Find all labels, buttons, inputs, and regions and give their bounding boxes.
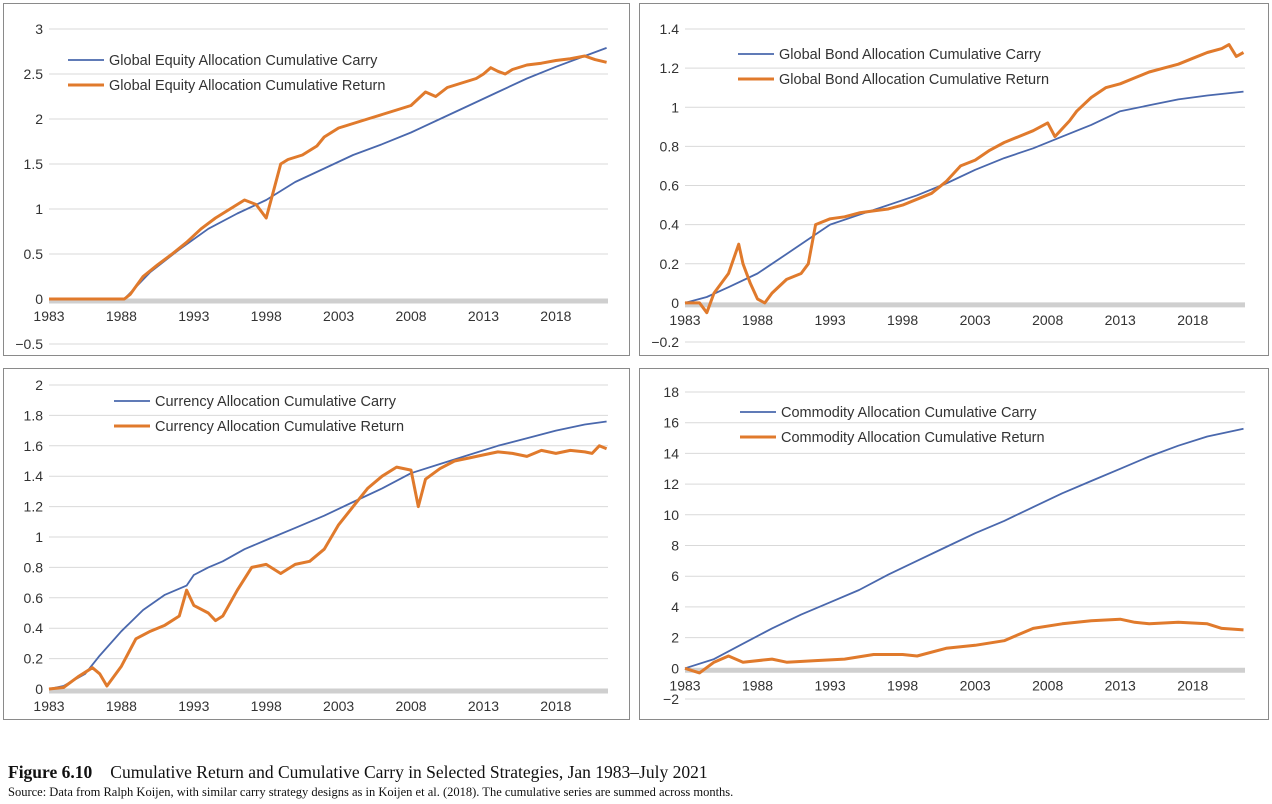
x-tick-label: 1988 (106, 308, 137, 324)
legend-label-carry: Currency Allocation Cumulative Carry (155, 394, 397, 410)
y-tick-label: 1 (671, 99, 679, 115)
y-tick-label: 1.2 (24, 499, 44, 515)
x-tick-label: 2003 (323, 308, 354, 324)
y-tick-label: 0.4 (660, 217, 680, 233)
y-tick-label: 4 (671, 599, 679, 615)
x-tick-label: 2018 (540, 308, 571, 324)
y-tick-label: 1.4 (24, 468, 44, 484)
x-tick-label: 2003 (960, 677, 991, 693)
x-tick-label: 1998 (251, 308, 282, 324)
y-tick-label: 16 (663, 415, 679, 431)
y-tick-label: −0.2 (651, 334, 679, 350)
y-tick-label: 1 (35, 529, 43, 545)
y-tick-label: 2 (671, 630, 679, 646)
y-tick-label: 0.2 (24, 651, 44, 667)
x-tick-label: 1988 (742, 312, 773, 328)
chart-svg: −0.5 0 0.5 1 1.5 2 2.5 3 1983 1988 1993 1998 2003 200… (15, 21, 608, 352)
x-tick-label: 2018 (540, 698, 571, 714)
x-tick-label: 1988 (106, 698, 137, 714)
y-tick-label: 0.4 (24, 620, 44, 636)
series-line-carry (684, 427, 1244, 670)
x-tick-label: 1998 (887, 312, 918, 328)
y-tick-label: 2.5 (24, 66, 44, 82)
y-tick-label: 14 (663, 445, 679, 461)
x-tick-label: 1993 (178, 698, 209, 714)
series-line-return (48, 444, 608, 691)
legend-label-carry: Global Bond Allocation Cumulative Carry (779, 47, 1042, 63)
figure-source: Source: Data from Ralph Koijen, with sim… (8, 785, 734, 799)
x-tick-label: 1998 (251, 698, 282, 714)
x-tick-label: 2003 (323, 698, 354, 714)
x-tick-label: 2003 (960, 312, 991, 328)
y-tick-label: −0.5 (15, 336, 43, 352)
y-tick-label: 1 (35, 201, 43, 217)
x-tick-label: 2013 (468, 698, 499, 714)
chart-panel-equity: −0.5 0 0.5 1 1.5 2 2.5 3 1983 1988 1993 1998 2003 200… (3, 3, 630, 356)
figure-title: Figure 6.10 Cumulative Return and Cumulat… (8, 762, 1264, 783)
x-tick-label: 2018 (1177, 677, 1208, 693)
x-tick-label: 1993 (814, 312, 845, 328)
figure-number: Figure 6.10 (8, 762, 93, 782)
legend-label-carry: Commodity Allocation Cumulative Carry (781, 405, 1037, 421)
y-tick-label: 10 (663, 507, 679, 523)
chart-svg: −0.2 0 0.2 0.4 0.6 0.8 1 1.2 1.4 1983 1988 1993 1998… (651, 21, 1245, 350)
x-tick-label: 1983 (33, 698, 64, 714)
y-tick-label: 1.5 (24, 156, 44, 172)
y-tick-label: 0 (671, 295, 679, 311)
x-tick-label: 2013 (1105, 677, 1136, 693)
chart-panel-currency: 0 0.2 0.4 0.6 0.8 1 1.2 1.4 1.6 1.8 2 1983 1988 1993 1… (3, 368, 630, 720)
legend-label-return: Commodity Allocation Cumulative Return (781, 430, 1045, 446)
y-tick-label: 2 (35, 377, 43, 393)
x-tick-label: 2008 (1032, 312, 1063, 328)
y-tick-label: −2 (663, 691, 679, 707)
legend-label-carry: Global Equity Allocation Cumulative Carr… (109, 53, 378, 69)
chart-svg: 0 0.2 0.4 0.6 0.8 1 1.2 1.4 1.6 1.8 2 1983 1988 1993 1… (24, 377, 608, 714)
x-tick-label: 2008 (395, 308, 426, 324)
x-tick-label: 1983 (669, 312, 700, 328)
x-tick-label: 1993 (178, 308, 209, 324)
y-tick-label: 0 (671, 660, 679, 676)
y-tick-label: 0.6 (24, 590, 44, 606)
series-line-return (684, 617, 1244, 675)
figure-title-text: Cumulative Return and Cumulative Carry i… (110, 762, 708, 782)
x-tick-label: 1988 (742, 677, 773, 693)
y-tick-label: 1.2 (660, 60, 680, 76)
y-tick-label: 1.8 (24, 407, 44, 423)
y-tick-label: 2 (35, 111, 43, 127)
series-line-return (685, 43, 1245, 315)
chart-panel-commodity: −2 0 2 4 6 8 10 12 14 16 18 1983 1988 1993 1998 2003 200… (639, 368, 1269, 720)
y-tick-label: 1.4 (660, 21, 680, 37)
legend-label-return: Global Bond Allocation Cumulative Return (779, 72, 1049, 88)
x-tick-label: 2018 (1177, 312, 1208, 328)
y-tick-label: 8 (671, 538, 679, 554)
y-tick-label: 0.5 (24, 246, 44, 262)
x-tick-label: 2013 (1105, 312, 1136, 328)
y-tick-label: 6 (671, 568, 679, 584)
y-tick-label: 18 (663, 384, 679, 400)
chart-panel-bond: −0.2 0 0.2 0.4 0.6 0.8 1 1.2 1.4 1983 1988 1993 1998… (639, 3, 1269, 356)
series-line-return (49, 54, 607, 301)
x-tick-label: 1983 (33, 308, 64, 324)
x-tick-label: 1998 (887, 677, 918, 693)
y-tick-label: 0.2 (660, 256, 680, 272)
x-tick-label: 2008 (395, 698, 426, 714)
y-tick-label: 0 (35, 291, 43, 307)
y-tick-label: 12 (663, 476, 679, 492)
chart-svg: −2 0 2 4 6 8 10 12 14 16 18 1983 1988 1993 1998 2003 200… (663, 384, 1245, 707)
figure-caption: Figure 6.10 Cumulative Return and Cumulat… (8, 762, 1264, 800)
legend-label-return: Currency Allocation Cumulative Return (155, 419, 404, 435)
y-tick-label: 1.6 (24, 438, 44, 454)
x-tick-label: 2008 (1032, 677, 1063, 693)
x-tick-label: 2013 (468, 308, 499, 324)
y-tick-label: 0 (35, 681, 43, 697)
x-tick-label: 1993 (814, 677, 845, 693)
x-tick-label: 1983 (669, 677, 700, 693)
y-tick-label: 0.6 (660, 178, 680, 194)
y-tick-label: 3 (35, 21, 43, 37)
y-tick-label: 0.8 (24, 559, 44, 575)
series-line-carry (684, 90, 1244, 304)
y-tick-label: 0.8 (660, 138, 680, 154)
legend-label-return: Global Equity Allocation Cumulative Retu… (109, 78, 385, 94)
series-line-carry (48, 420, 607, 690)
